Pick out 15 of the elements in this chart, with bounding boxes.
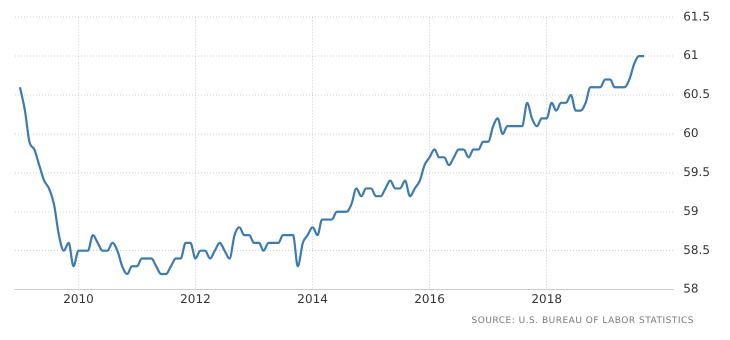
y-tick-label: 59.5 (683, 164, 710, 179)
y-tick-label: 61.5 (683, 9, 710, 24)
source-note: SOURCE: U.S. BUREAU OF LABOR STATISTICS (472, 316, 694, 326)
x-tick-label: 2012 (180, 292, 211, 306)
y-tick-label: 60.5 (683, 87, 710, 102)
x-tick-label: 2018 (531, 292, 562, 306)
x-tick-label: 2014 (297, 292, 328, 306)
y-tick-label: 58 (683, 282, 699, 296)
line-series (18, 55, 646, 276)
y-tick-label: 61 (683, 48, 699, 62)
x-tick-label: 2016 (414, 292, 445, 306)
y-tick-label: 58.5 (683, 242, 710, 257)
x-tick-label: 2010 (63, 292, 94, 306)
y-tick-label: 60 (683, 126, 699, 140)
y-tick-label: 59 (683, 204, 699, 218)
